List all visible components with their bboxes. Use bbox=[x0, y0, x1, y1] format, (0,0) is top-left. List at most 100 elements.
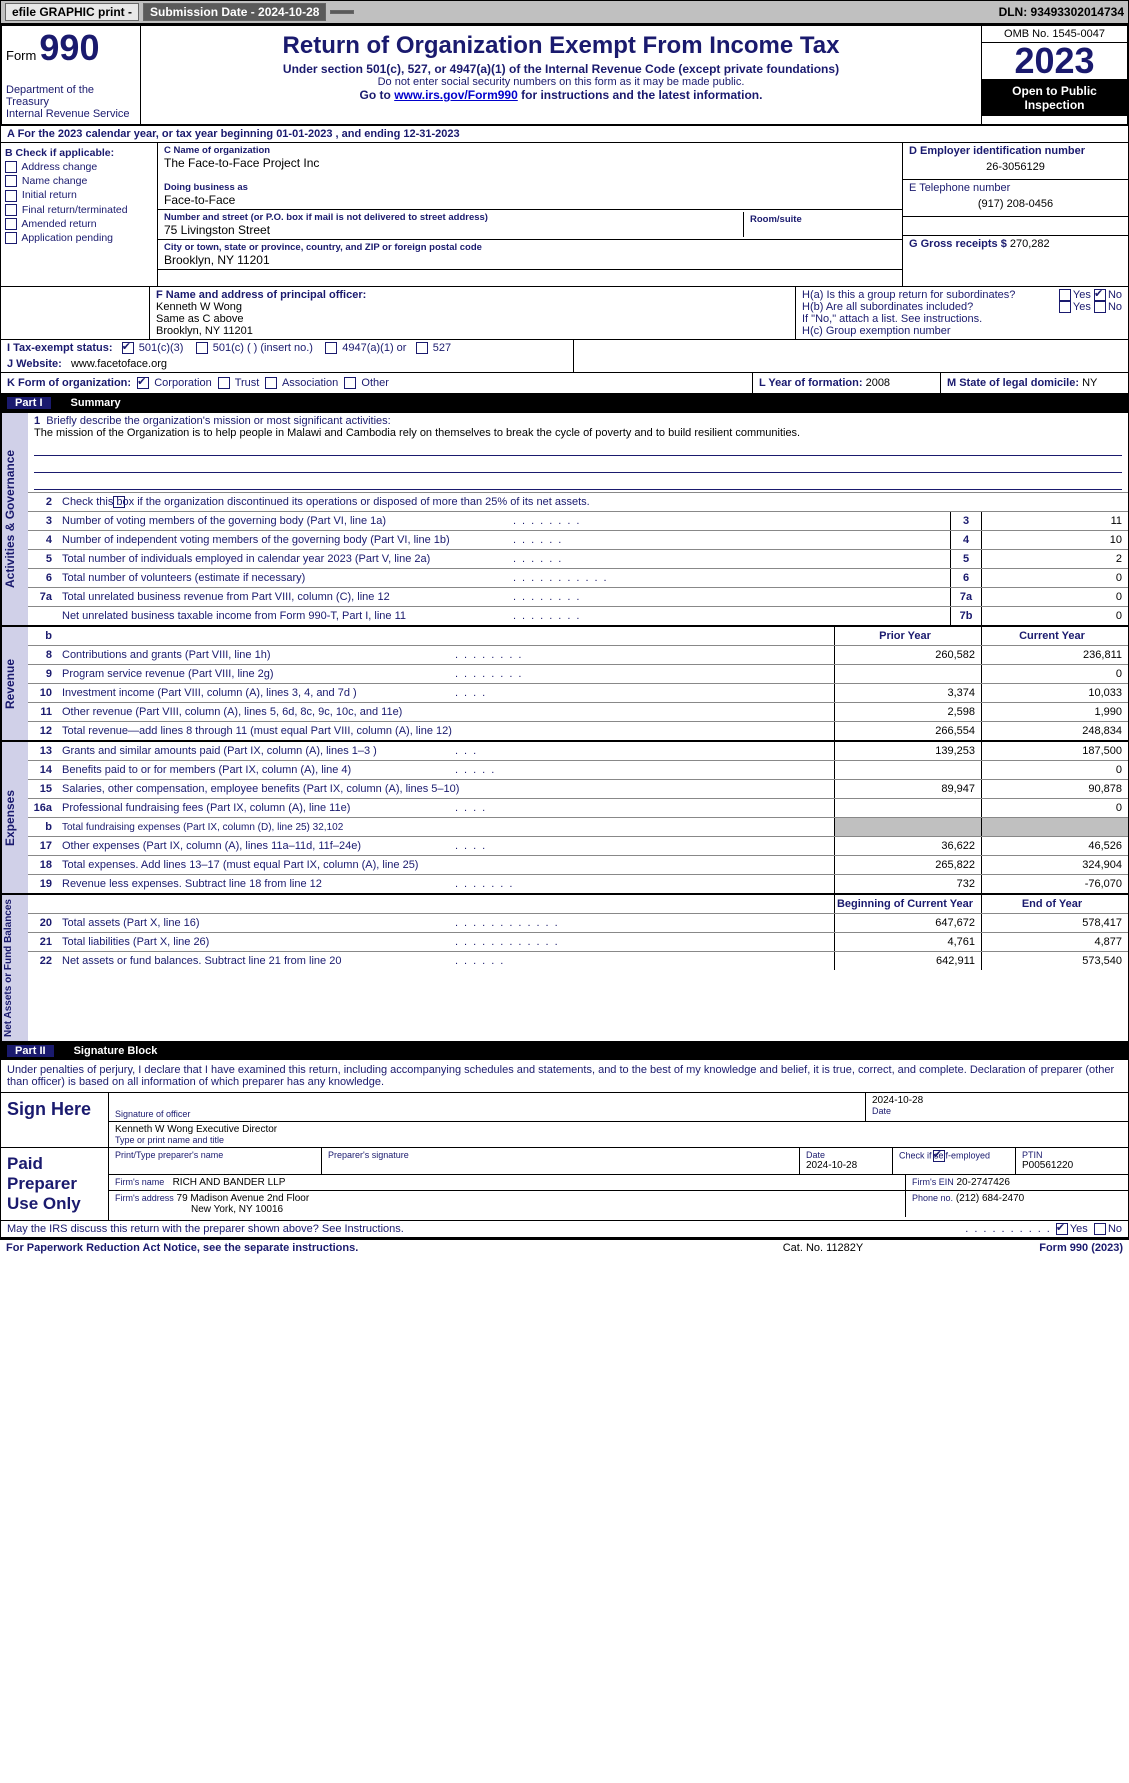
firm-phone-label: Phone no. bbox=[912, 1193, 953, 1203]
part-2-num: Part II bbox=[7, 1045, 54, 1057]
firm-ein-label: Firm's EIN bbox=[912, 1177, 954, 1187]
subtitle-1: Under section 501(c), 527, or 4947(a)(1)… bbox=[145, 62, 977, 76]
chk-501c[interactable] bbox=[196, 342, 208, 354]
irs-link[interactable]: www.irs.gov/Form990 bbox=[394, 88, 518, 102]
dept: Department of the Treasury bbox=[6, 84, 136, 108]
page-footer: For Paperwork Reduction Act Notice, see … bbox=[0, 1238, 1129, 1256]
lbl-name: Name change bbox=[22, 175, 87, 187]
hb-yes: Yes bbox=[1073, 301, 1091, 313]
c13: 187,500 bbox=[981, 742, 1128, 760]
c10: 10,033 bbox=[981, 684, 1128, 702]
n3: 3 bbox=[28, 515, 58, 527]
chk-hb-no[interactable] bbox=[1094, 301, 1106, 313]
chk-line2[interactable] bbox=[113, 496, 125, 508]
chk-name[interactable] bbox=[5, 175, 17, 187]
p13: 139,253 bbox=[834, 742, 981, 760]
sign-here-box: Sign Here Signature of officer 2024-10-2… bbox=[0, 1093, 1129, 1148]
c16a: 0 bbox=[981, 799, 1128, 817]
chk-discuss-no[interactable] bbox=[1094, 1223, 1106, 1235]
ptin-label: PTIN bbox=[1022, 1150, 1122, 1160]
i-501c3: 501(c)(3) bbox=[139, 342, 184, 354]
n14: 14 bbox=[28, 764, 58, 776]
n5: 5 bbox=[28, 553, 58, 565]
tel-val: (917) 208-0456 bbox=[909, 194, 1122, 214]
line-3: Number of voting members of the governin… bbox=[58, 514, 503, 528]
vtab-rev: Revenue bbox=[1, 627, 28, 740]
lbl-final: Final return/terminated bbox=[22, 204, 128, 216]
k-label: K Form of organization: bbox=[7, 377, 131, 389]
p8: 260,582 bbox=[834, 646, 981, 664]
chk-4947[interactable] bbox=[325, 342, 337, 354]
row-a-tax-year: A For the 2023 calendar year, or tax yea… bbox=[0, 126, 1129, 143]
v7b: 0 bbox=[981, 607, 1128, 625]
k-assoc: Association bbox=[282, 377, 338, 389]
c-room-label: Room/suite bbox=[750, 214, 890, 225]
c20: 578,417 bbox=[981, 914, 1128, 932]
line-8: Contributions and grants (Part VIII, lin… bbox=[58, 648, 445, 662]
col-d-ein: D Employer identification number 26-3056… bbox=[902, 143, 1128, 286]
chk-other[interactable] bbox=[344, 377, 356, 389]
part-1-header: Part I Summary bbox=[0, 394, 1129, 412]
chk-assoc[interactable] bbox=[265, 377, 277, 389]
line-17: Other expenses (Part IX, column (A), lin… bbox=[58, 839, 445, 853]
discuss-no: No bbox=[1108, 1223, 1122, 1235]
k-trust: Trust bbox=[235, 377, 260, 389]
c22: 573,540 bbox=[981, 952, 1128, 970]
hdr-end: End of Year bbox=[981, 895, 1128, 913]
hdr-beg: Beginning of Current Year bbox=[834, 895, 981, 913]
m-label: M State of legal domicile: bbox=[947, 377, 1079, 389]
ptin-val: P00561220 bbox=[1022, 1160, 1122, 1171]
chk-trust[interactable] bbox=[218, 377, 230, 389]
p22: 642,911 bbox=[834, 952, 981, 970]
line-5: Total number of individuals employed in … bbox=[58, 552, 503, 566]
prep-sig-label: Preparer's signature bbox=[328, 1150, 793, 1160]
chk-amended[interactable] bbox=[5, 218, 17, 230]
ein-val: 26-3056129 bbox=[909, 157, 1122, 177]
f-same: Same as C above bbox=[156, 313, 789, 325]
line-16a: Professional fundraising fees (Part IX, … bbox=[58, 801, 445, 815]
spacer bbox=[330, 10, 354, 14]
chk-ha-yes[interactable] bbox=[1059, 289, 1071, 301]
c15: 90,878 bbox=[981, 780, 1128, 798]
c21: 4,877 bbox=[981, 933, 1128, 951]
line-15: Salaries, other compensation, employee b… bbox=[58, 782, 834, 796]
line-22: Net assets or fund balances. Subtract li… bbox=[58, 954, 445, 968]
firm-phone-val: (212) 684-2470 bbox=[956, 1193, 1024, 1204]
n9: 9 bbox=[28, 668, 58, 680]
chk-self-emp[interactable] bbox=[933, 1150, 945, 1162]
chk-ha-no[interactable] bbox=[1094, 289, 1106, 301]
v3: 11 bbox=[981, 512, 1128, 530]
chk-initial[interactable] bbox=[5, 190, 17, 202]
perjury-text: Under penalties of perjury, I declare th… bbox=[0, 1060, 1129, 1093]
paid-preparer-label: Paid Preparer Use Only bbox=[1, 1148, 109, 1220]
line-11: Other revenue (Part VIII, column (A), li… bbox=[58, 705, 834, 719]
p21: 4,761 bbox=[834, 933, 981, 951]
chk-discuss-yes[interactable] bbox=[1056, 1223, 1068, 1235]
j-label: J Website: bbox=[7, 358, 62, 370]
sig-name: Kenneth W Wong Executive Director bbox=[115, 1124, 1122, 1135]
c14: 0 bbox=[981, 761, 1128, 779]
chk-527[interactable] bbox=[416, 342, 428, 354]
chk-final[interactable] bbox=[5, 204, 17, 216]
n16b: b bbox=[28, 821, 58, 833]
p15: 89,947 bbox=[834, 780, 981, 798]
efile-button[interactable]: efile GRAPHIC print - bbox=[5, 3, 139, 21]
i-527: 527 bbox=[433, 342, 451, 354]
nb: b bbox=[28, 630, 58, 642]
lbl-amended: Amended return bbox=[21, 218, 96, 230]
c-street: 75 Livingston Street bbox=[164, 223, 743, 237]
col-b-checkboxes: B Check if applicable: Address change Na… bbox=[1, 143, 158, 286]
n17: 17 bbox=[28, 840, 58, 852]
line-16b: Total fundraising expenses (Part IX, col… bbox=[58, 821, 834, 834]
goto-prefix: Go to bbox=[360, 88, 395, 102]
chk-pending[interactable] bbox=[5, 232, 17, 244]
firm-name-val: RICH AND BANDER LLP bbox=[173, 1177, 286, 1188]
line-9: Program service revenue (Part VIII, line… bbox=[58, 667, 445, 681]
chk-address[interactable] bbox=[5, 161, 17, 173]
line-12: Total revenue—add lines 8 through 11 (mu… bbox=[58, 724, 834, 738]
chk-hb-yes[interactable] bbox=[1059, 301, 1071, 313]
chk-501c3[interactable] bbox=[122, 342, 134, 354]
chk-corp[interactable] bbox=[137, 377, 149, 389]
net-assets-section: Net Assets or Fund Balances Beginning of… bbox=[0, 894, 1129, 1042]
line-19: Revenue less expenses. Subtract line 18 … bbox=[58, 877, 445, 891]
